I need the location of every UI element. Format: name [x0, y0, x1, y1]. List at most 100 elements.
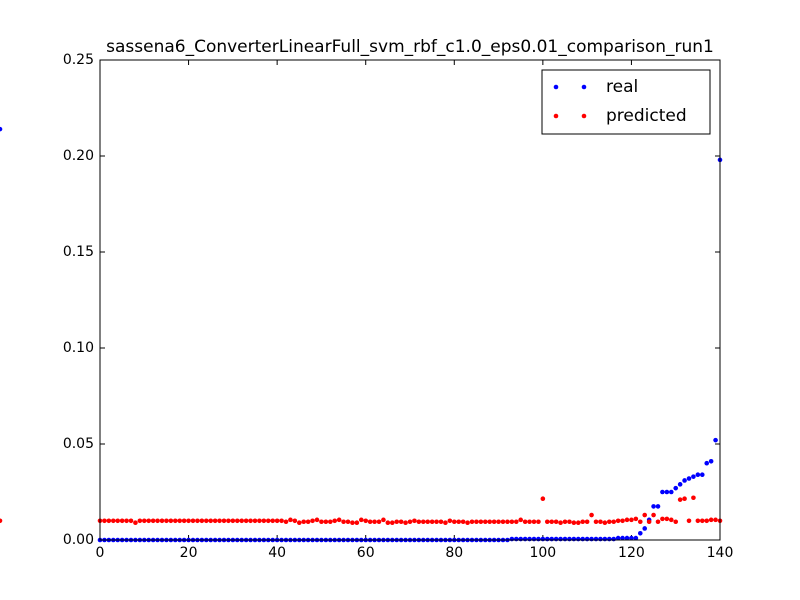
- data-point: [505, 519, 510, 525]
- data-point: [655, 519, 661, 525]
- data-point: [527, 519, 532, 525]
- data-point: [584, 536, 590, 542]
- data-point: [381, 517, 386, 523]
- data-point: [141, 518, 147, 524]
- data-point: [553, 519, 559, 525]
- y-tick-label: 0.25: [63, 52, 94, 68]
- data-point: [150, 518, 156, 524]
- data-point: [633, 516, 639, 522]
- plot-frame: [99, 59, 721, 541]
- data-point: [518, 536, 524, 542]
- data-point: [465, 520, 470, 526]
- data-point: [164, 518, 169, 524]
- data-point: [252, 518, 258, 524]
- legend-marker: [581, 84, 587, 90]
- data-point: [443, 520, 448, 526]
- data-point: [606, 519, 612, 525]
- data-point: [606, 536, 612, 542]
- data-point: [420, 519, 426, 525]
- data-point: [695, 472, 701, 478]
- data-point: [199, 518, 205, 524]
- data-point: [124, 518, 129, 524]
- data-point: [646, 519, 652, 525]
- data-point: [336, 517, 342, 523]
- data-point: [713, 437, 718, 443]
- data-point: [567, 519, 572, 525]
- data-point: [584, 519, 590, 525]
- data-point: [691, 495, 696, 501]
- data-point: [115, 518, 121, 524]
- data-point: [620, 535, 625, 541]
- data-point: [522, 519, 528, 525]
- data-point: [513, 536, 519, 542]
- data-point: [677, 497, 683, 502]
- data-point: [536, 519, 541, 525]
- data-point: [540, 536, 546, 542]
- data-point: [412, 518, 417, 524]
- data-point: [664, 489, 670, 495]
- data-point: [691, 474, 696, 479]
- data-point: [660, 489, 665, 495]
- data-point: [469, 519, 475, 525]
- data-point: [155, 518, 160, 524]
- data-point: [106, 518, 112, 524]
- y-tick-label: 0.10: [63, 340, 94, 356]
- data-point: [226, 518, 231, 524]
- data-point: [580, 536, 586, 542]
- data-point: [376, 519, 382, 525]
- data-point: [540, 496, 546, 502]
- data-point: [181, 518, 187, 524]
- data-point: [682, 478, 687, 483]
- data-point: [699, 518, 705, 524]
- data-point: [491, 519, 497, 525]
- data-point: [350, 520, 355, 526]
- data-point: [319, 519, 324, 525]
- data-point: [270, 518, 276, 524]
- data-point: [327, 519, 333, 525]
- data-point: [102, 518, 107, 524]
- data-point: [310, 518, 315, 524]
- chart-title: sassena6_ConverterLinearFull_svm_rbf_c1.…: [106, 37, 714, 57]
- data-point: [332, 518, 338, 524]
- data-point: [651, 512, 656, 518]
- data-point: [301, 519, 307, 525]
- data-point: [695, 518, 701, 524]
- data-point: [549, 536, 555, 542]
- x-tick-label: 120: [618, 545, 645, 561]
- data-point: [620, 518, 625, 524]
- data-point: [704, 460, 710, 466]
- data-point: [407, 519, 413, 525]
- data-point: [385, 520, 391, 526]
- data-point: [438, 519, 444, 525]
- data-point: [655, 504, 661, 509]
- data-point: [660, 516, 665, 522]
- data-point: [119, 518, 125, 524]
- data-point: [261, 518, 267, 524]
- data-point: [474, 519, 479, 525]
- data-point: [509, 519, 515, 525]
- data-point: [602, 520, 608, 526]
- x-tick-label: 100: [529, 545, 556, 561]
- data-point: [593, 519, 599, 525]
- data-point: [527, 536, 532, 542]
- data-point: [403, 520, 408, 526]
- data-point: [217, 518, 222, 524]
- data-point: [296, 520, 302, 526]
- data-point: [562, 536, 568, 542]
- data-point: [571, 520, 577, 526]
- data-point: [549, 519, 555, 525]
- data-point: [589, 512, 594, 518]
- data-point: [425, 519, 431, 525]
- data-point: [208, 518, 214, 524]
- legend-box: [541, 69, 711, 135]
- data-point: [567, 536, 572, 542]
- y-tick-label: 0.20: [63, 148, 94, 164]
- data-point: [447, 518, 453, 524]
- y-tick-label: 0.00: [63, 532, 94, 548]
- data-point: [159, 518, 165, 524]
- data-point: [629, 535, 634, 541]
- data-point: [394, 519, 400, 525]
- data-point: [451, 519, 457, 525]
- data-point: [177, 518, 183, 524]
